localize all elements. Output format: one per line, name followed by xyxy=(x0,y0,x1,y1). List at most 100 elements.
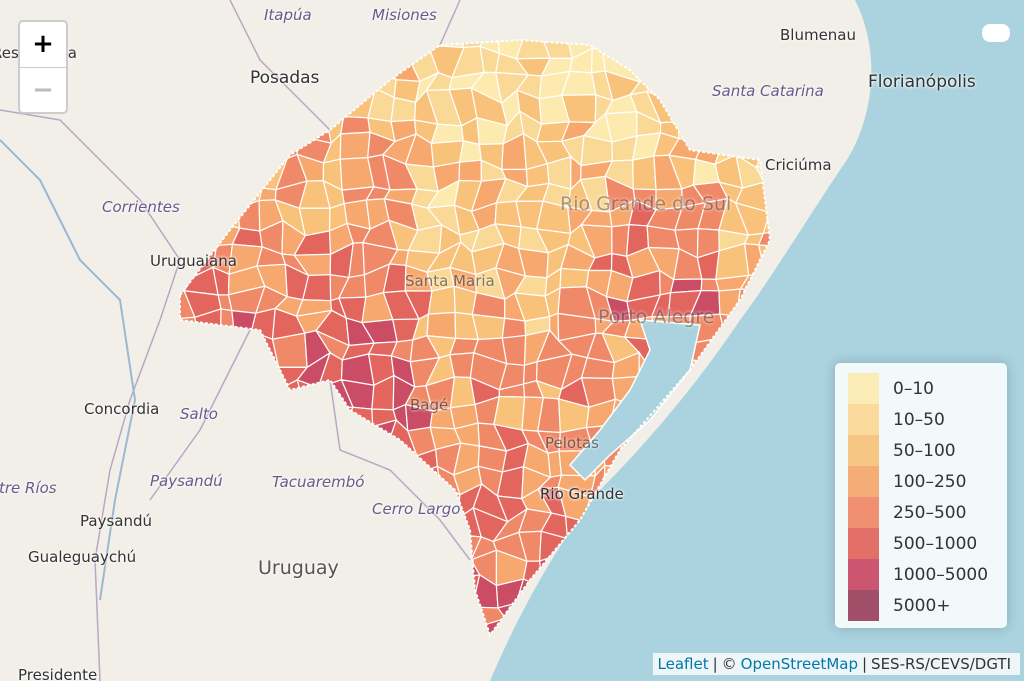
municipality xyxy=(295,511,322,542)
place-label: Salto xyxy=(180,405,218,423)
municipality xyxy=(186,516,209,540)
municipality xyxy=(501,334,527,366)
municipality xyxy=(632,155,657,191)
municipality xyxy=(318,489,352,514)
municipality xyxy=(258,647,283,672)
place-label: Paysandú xyxy=(80,512,152,530)
municipality xyxy=(364,665,393,681)
municipality xyxy=(192,68,212,98)
municipality xyxy=(655,46,684,81)
municipality xyxy=(209,622,241,635)
municipality xyxy=(180,154,203,181)
municipality xyxy=(716,40,746,60)
municipality xyxy=(216,643,236,668)
municipality xyxy=(295,528,320,559)
municipality xyxy=(298,422,326,457)
municipality xyxy=(228,442,259,476)
attribution-link[interactable]: OpenStreetMap xyxy=(740,655,858,673)
legend-swatch xyxy=(848,404,879,435)
place-label: Blumenau xyxy=(780,26,857,44)
place-label: Pelotas xyxy=(545,434,599,452)
place-label: Uruguay xyxy=(258,557,339,579)
municipality xyxy=(261,403,283,430)
municipality xyxy=(206,528,237,566)
municipality xyxy=(747,113,770,141)
municipality xyxy=(394,574,412,611)
municipality xyxy=(426,311,457,340)
municipality xyxy=(360,603,397,618)
municipality xyxy=(406,648,431,674)
municipality xyxy=(786,180,811,207)
municipality xyxy=(406,530,440,560)
municipality xyxy=(210,206,241,230)
municipality xyxy=(254,490,289,521)
municipality xyxy=(342,40,374,59)
municipality xyxy=(383,518,420,532)
municipality xyxy=(724,113,750,141)
municipality xyxy=(227,511,261,538)
legend-swatch xyxy=(848,466,879,497)
municipality xyxy=(209,68,232,101)
legend-label: 250–500 xyxy=(893,503,967,523)
place-label: Santa Catarina xyxy=(712,82,824,100)
municipality xyxy=(206,511,243,538)
municipality xyxy=(347,615,370,635)
municipality xyxy=(394,594,414,625)
municipality xyxy=(364,640,390,673)
municipality xyxy=(180,531,190,554)
municipality xyxy=(317,539,348,559)
municipality xyxy=(426,598,457,627)
layer-toggle[interactable] xyxy=(982,24,1010,42)
place-label: Santa Maria xyxy=(405,272,495,290)
municipality xyxy=(365,576,397,610)
municipality xyxy=(281,518,310,536)
place-label: Rio Grande xyxy=(540,485,624,503)
municipality xyxy=(370,40,398,59)
municipality xyxy=(180,378,196,409)
municipality xyxy=(459,639,476,673)
municipality xyxy=(321,616,355,635)
municipality xyxy=(384,530,411,560)
municipality xyxy=(187,40,221,55)
legend-swatch xyxy=(848,590,879,621)
municipality xyxy=(679,47,702,70)
municipality xyxy=(766,112,770,146)
municipality xyxy=(435,556,462,583)
municipality xyxy=(271,332,308,369)
municipality xyxy=(317,606,350,631)
municipality xyxy=(458,159,482,182)
municipality xyxy=(167,661,196,681)
municipality xyxy=(216,40,239,55)
municipality xyxy=(230,90,264,126)
municipality xyxy=(762,205,770,235)
municipality xyxy=(236,199,261,232)
municipality xyxy=(192,335,222,363)
municipality xyxy=(215,154,230,184)
municipality xyxy=(390,96,417,123)
municipality xyxy=(342,672,372,681)
municipality xyxy=(180,509,198,540)
municipality xyxy=(282,40,308,52)
zoom-out-button[interactable]: − xyxy=(32,75,54,105)
municipality xyxy=(411,465,441,495)
municipality xyxy=(339,49,375,78)
place-label: Misiones xyxy=(372,6,437,24)
municipality xyxy=(324,452,352,476)
municipality xyxy=(205,551,237,585)
municipality xyxy=(180,40,200,53)
municipality xyxy=(180,132,199,171)
municipality xyxy=(184,219,218,247)
municipality xyxy=(590,47,606,74)
municipality xyxy=(763,179,770,214)
municipality xyxy=(193,426,221,456)
municipality xyxy=(458,140,482,163)
municipality xyxy=(427,285,456,315)
place-label: Bagé xyxy=(410,396,449,414)
zoom-in-button[interactable]: + xyxy=(20,22,66,68)
municipality xyxy=(430,123,464,145)
municipality xyxy=(339,65,376,100)
attribution-link[interactable]: Leaflet xyxy=(657,655,709,673)
municipality xyxy=(778,59,811,75)
municipality xyxy=(316,76,354,104)
